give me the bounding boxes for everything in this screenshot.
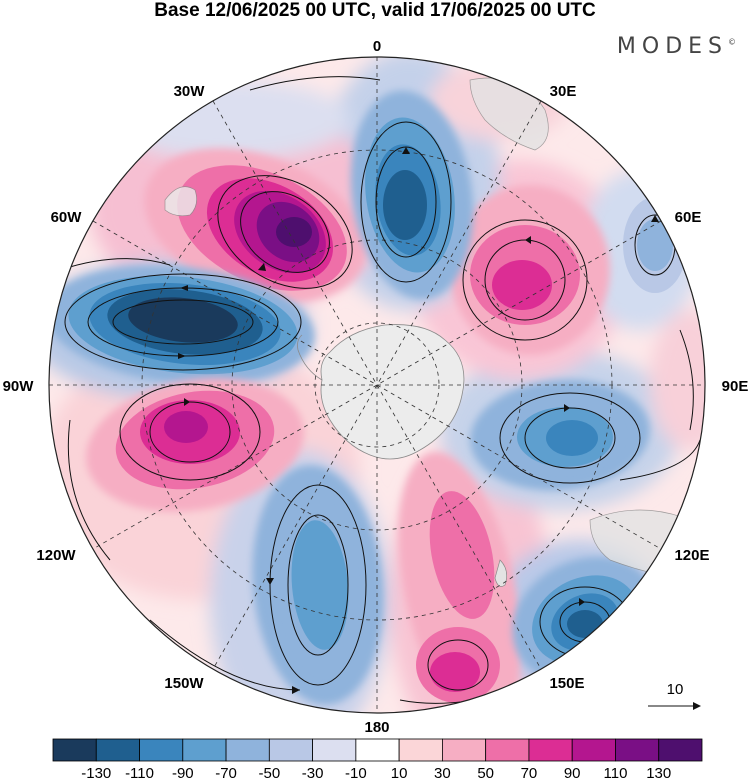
colorbar-tick-label: 10 [391,765,408,782]
colorbar-swatch [182,738,227,762]
colorbar-swatch [398,738,443,762]
lon-label-90w: 90W [3,378,35,395]
colorbar-tick-label: -50 [258,765,280,782]
antarctica [320,324,465,460]
anomaly-high-45w [144,148,366,302]
colorbar-tick-label: 30 [434,765,451,782]
anomaly-high-45e [450,185,610,355]
lon-label-180: 180 [364,719,389,736]
colorbar-swatch [528,738,573,762]
anomaly-low-95e [470,379,650,491]
colorbar-swatch [441,738,487,762]
colorbar-swatch [139,738,184,762]
colorbar-swatch [312,738,357,762]
colorbar-tick-label: 110 [604,765,628,782]
colorbar-tick-label: -110 [125,765,154,782]
logo-text: MODES [616,34,728,59]
lon-label-60w: 60W [51,209,83,226]
south-america [164,186,197,217]
lon-label-150e: 150E [549,675,584,692]
lon-label-30w: 30W [174,83,206,100]
anomaly-low-170w [252,465,384,705]
antarctic-peninsula [297,334,323,381]
colorbar-tick-label: -90 [172,765,194,782]
colorbar-tick-label: -10 [345,765,367,782]
colorbar-swatch [355,738,400,762]
new-zealand [494,559,507,587]
colorbar-swatch [615,738,660,762]
colorbar-tick-label: -130 [81,765,111,782]
lon-label-30e: 30E [550,83,577,100]
colorbar-tick-label: 70 [521,765,538,782]
colorbar-tick-label: 130 [646,765,671,782]
reference-vector: 10 [648,681,701,710]
graticule [49,57,705,713]
lon-label-120e: 120E [674,547,709,564]
map-frame [48,56,706,714]
colorbar-tick-label: 90 [564,765,581,782]
lon-label-0: 0 [373,38,381,55]
lon-label-120w: 120W [36,547,76,564]
lon-label-90e: 90E [722,378,749,395]
colorbar-swatch [485,738,530,762]
map-field [49,57,705,713]
reference-vector-label: 10 [667,681,684,698]
colorbar-tick-label: 50 [477,765,494,782]
colorbar-swatch [571,738,616,762]
copyright-mark: © [728,37,736,47]
map-title: Base 12/06/2025 00 UTC, valid 17/06/2025… [154,0,596,21]
lon-label-150w: 150W [164,675,204,692]
colorbar-swatch [225,738,270,762]
anomaly-high-110w [86,378,304,512]
colorbar: -130 -110 -90 -70 -50 -30 -10 10 30 50 70 90 110 130 [52,738,703,782]
colorbar-swatch [658,738,703,762]
colorbar-swatch [95,738,140,762]
colorbar-swatch [268,738,314,762]
lon-label-60e: 60E [675,209,702,226]
colorbar-tick-label: -30 [302,765,324,782]
modes-logo: MODES© [617,34,736,59]
colorbar-swatch [52,738,97,762]
colorbar-tick-label: -70 [215,765,237,782]
